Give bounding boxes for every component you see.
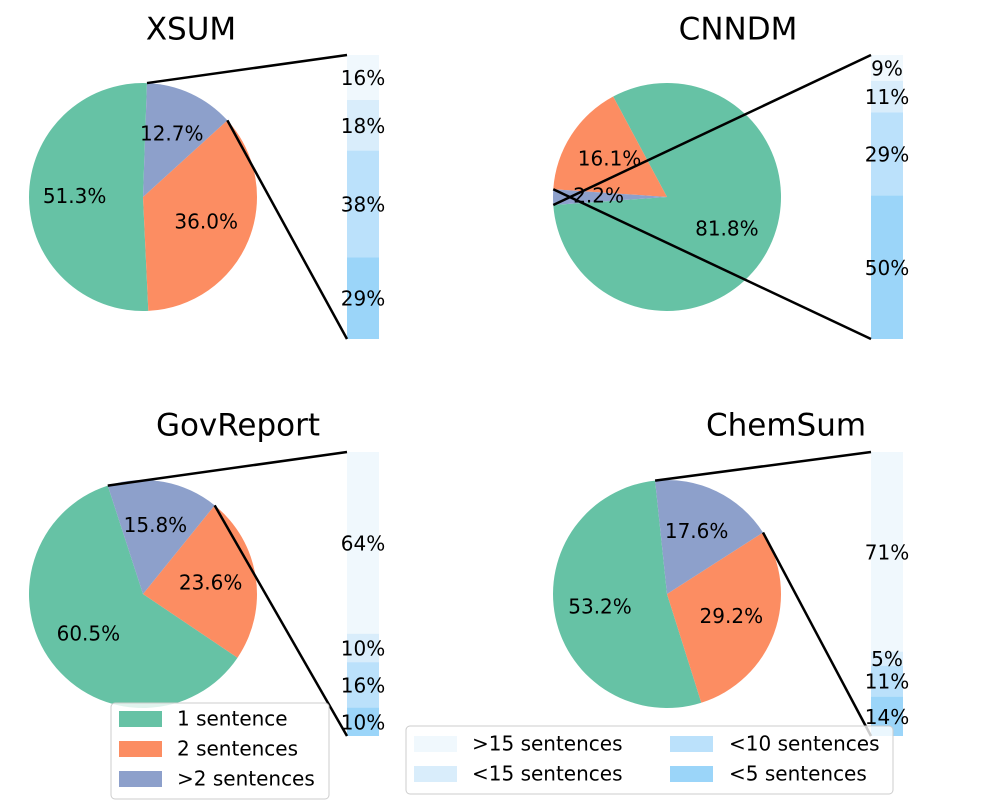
legend-swatch-lt10-sentences xyxy=(670,736,713,752)
bar-segment-lt5-sentences xyxy=(347,707,379,736)
connector-line-bottom xyxy=(226,119,349,340)
pie-label-gt2-sentences: 17.6% xyxy=(665,519,729,543)
pie-label-2-sentences: 29.2% xyxy=(700,604,764,628)
legend-label-2-sentences: 2 sentences xyxy=(177,737,298,761)
bar-label-lt10-sentences: 38% xyxy=(341,193,385,217)
panel-govreport: GovReport 60.5% 23.6% 15.8% 64% 10% 16% 10% xyxy=(28,408,385,737)
legend-label-gt2-sentences: >2 sentences xyxy=(177,767,315,791)
bar-label-gt15-sentences: 71% xyxy=(865,540,909,564)
pie-label-gt2-sentences: 12.7% xyxy=(140,121,204,145)
connector-line-top xyxy=(654,450,872,482)
legend-swatch-gt2-sentences xyxy=(119,771,162,787)
bar-segment-lt15-sentences xyxy=(871,80,903,113)
legend-label-lt5-sentences: <5 sentences xyxy=(729,762,867,786)
legend-swatch-gt15-sentences xyxy=(414,736,457,752)
chart-title: ChemSum xyxy=(706,408,866,444)
pie-slice-gt2-sentences xyxy=(655,480,763,594)
connector-line-top xyxy=(146,53,348,85)
bar-label-gt15-sentences: 16% xyxy=(341,66,385,90)
bar-segment-lt15-sentences xyxy=(347,99,379,151)
legend-label-lt15-sentences: <15 sentences xyxy=(472,762,623,786)
panel-cnndm: CNNDM 81.8% 16.1% 2.2% 9% 11% 29% 50% xyxy=(552,12,909,341)
chart-title: GovReport xyxy=(156,408,320,444)
bar-segment-gt15-sentences xyxy=(347,452,379,634)
panel-chemsum: ChemSum 53.2% 29.2% 17.6% 71% 5%11% 14% xyxy=(552,408,909,737)
pie-slice-1-sentence xyxy=(29,83,149,311)
bar-segment-lt15-sentences xyxy=(871,651,903,666)
bar-label-lt5-sentences: 10% xyxy=(341,710,385,734)
pie-label-1-sentence: 81.8% xyxy=(695,217,759,241)
pie-slice-2-sentences xyxy=(143,505,257,658)
bar-segment-lt15-sentences xyxy=(347,633,379,663)
legend-swatch-2-sentences xyxy=(119,741,162,757)
bar-label-lt10-sentences: 11% xyxy=(865,670,909,694)
pie-label-gt2-sentences: 15.8% xyxy=(124,513,188,537)
legend-swatch-1-sentence xyxy=(119,711,162,727)
connector-line-bottom xyxy=(552,188,872,341)
bar-segment-lt10-sentences xyxy=(347,150,379,258)
bar-label-lt5-sentences: 29% xyxy=(341,287,385,311)
bar-segment-lt10-sentences xyxy=(871,665,903,697)
pie-label-1-sentence: 51.3% xyxy=(43,184,107,208)
legend-label-1-sentence: 1 sentence xyxy=(177,707,288,731)
bar-segment-lt10-sentences xyxy=(871,112,903,196)
bar-label-gt15-sentences: 9% xyxy=(871,56,903,80)
bar-label-lt15-sentences: 11% xyxy=(865,85,909,109)
pie-label-2-sentences: 16.1% xyxy=(578,146,642,170)
bar-label-lt15-sentences: 10% xyxy=(341,636,385,660)
bar-label-lt10-sentences: 29% xyxy=(865,142,909,166)
chart-title: XSUM xyxy=(146,12,236,48)
legend-swatch-lt15-sentences xyxy=(414,766,457,782)
pie-slice-1-sentence xyxy=(28,485,238,708)
bar-label-lt5-sentences: 14% xyxy=(865,705,909,729)
legend-breakdown: >15 sentences <15 sentences <10 sentences <… xyxy=(405,725,894,795)
bar-label-lt5-sentences: 50% xyxy=(865,256,909,280)
bar-segment-lt5-sentences xyxy=(347,257,379,339)
pie-slice-1-sentence xyxy=(553,83,781,312)
bar-segment-gt15-sentences xyxy=(347,55,379,100)
pie-slice-2-sentences xyxy=(553,96,667,197)
pie-label-1-sentence: 60.5% xyxy=(57,622,121,646)
connector-line-bottom xyxy=(213,504,349,737)
connector-line-top xyxy=(107,450,348,487)
bar-label-lt10-sentences: 16% xyxy=(341,673,385,697)
chart-title: CNNDM xyxy=(679,12,798,48)
pie-label-2-sentences: 23.6% xyxy=(179,570,243,594)
legend-label-gt15-sentences: >15 sentences xyxy=(472,732,623,756)
bar-segment-lt10-sentences xyxy=(347,662,379,708)
legend-box xyxy=(405,725,894,795)
pie-slice-2-sentences xyxy=(143,120,258,311)
legend-box xyxy=(110,702,330,800)
pie-slice-1-sentence xyxy=(552,480,702,708)
connector-line-bottom xyxy=(761,531,873,737)
connector-line-top xyxy=(552,53,872,207)
pie-label-gt2-sentences: 2.2% xyxy=(573,184,624,208)
bar-segment-gt15-sentences xyxy=(871,452,903,652)
bar-segment-gt15-sentences xyxy=(871,55,903,81)
legend-label-lt10-sentences: <10 sentences xyxy=(729,732,880,756)
pie-slice-gt2-sentences xyxy=(553,189,667,205)
pie-slice-2-sentences xyxy=(667,532,781,703)
legend-sentences: 1 sentence 2 sentences >2 sentences xyxy=(110,702,330,800)
legend-swatch-lt5-sentences xyxy=(670,766,713,782)
bar-label-gt15-sentences: 64% xyxy=(341,531,385,555)
panel-xsum: XSUM 51.3% 36.0% 12.7% 16% 18% 38% 29% xyxy=(29,12,385,340)
bar-label-lt15-sentences: 18% xyxy=(341,114,385,138)
pie-label-2-sentences: 36.0% xyxy=(174,210,238,234)
pie-slice-gt2-sentences xyxy=(107,479,215,594)
bar-label-lt15-sentences: 5% xyxy=(871,647,903,671)
pie-slice-gt2-sentences xyxy=(143,83,228,197)
bar-segment-lt5-sentences xyxy=(871,195,903,339)
pie-label-1-sentence: 53.2% xyxy=(568,594,632,618)
